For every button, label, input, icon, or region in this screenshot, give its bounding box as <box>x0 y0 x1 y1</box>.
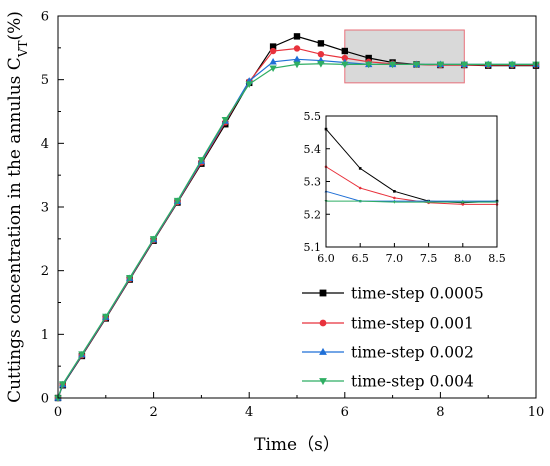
data-point-s4-11 <box>293 61 301 69</box>
y-tick-label: 6 <box>41 10 49 25</box>
inset-point-s1-2 <box>393 190 396 193</box>
data-point-s4-19 <box>484 61 492 69</box>
legend-entry-1: time-step 0.0005 <box>302 285 484 303</box>
data-point-s4-0 <box>54 395 62 402</box>
inset-x-tick-label: 8.5 <box>488 252 506 265</box>
data-point-s4-5 <box>149 236 158 243</box>
data-point-s2-10 <box>269 47 277 55</box>
data-point-s3-10 <box>269 58 277 65</box>
series-4 <box>54 61 540 402</box>
inset-plot: 6.0 6.5 7.0 7.5 8.0 8.5 5.1 5.2 5.3 5.4 5.5 <box>304 110 506 265</box>
data-point-s4-1 <box>59 381 67 388</box>
inset-y-tick-label: 5.5 <box>304 110 322 123</box>
inset-x-tick-label: 6.5 <box>351 252 369 265</box>
data-point-s4-6 <box>173 197 182 205</box>
data-point-s4-3 <box>102 313 110 321</box>
data-point-s1-11 <box>293 33 301 40</box>
x-tick-label: 10 <box>528 405 545 420</box>
legend-label: time-step 0.001 <box>351 315 474 333</box>
legend-entry-2: time-step 0.001 <box>302 315 474 333</box>
inset-y-tick-label: 5.2 <box>304 208 322 221</box>
inset-point-s2-1 <box>358 186 362 190</box>
inset-x-tick-label: 7.0 <box>386 252 404 265</box>
legend-entry-4: time-step 0.004 <box>302 373 474 391</box>
y-title-subscript: VT <box>16 41 30 59</box>
y-tick-label: 1 <box>41 328 49 343</box>
x-tick-label: 2 <box>149 405 157 420</box>
inset-point-s2-4 <box>461 203 465 206</box>
data-point-s4-20 <box>508 61 516 69</box>
data-point-s2-13 <box>341 54 348 62</box>
inset-x-tick-label: 6.0 <box>317 252 335 265</box>
inset-series-line-4 <box>326 200 497 203</box>
y-tick-label: 4 <box>41 137 49 152</box>
data-point-s3-11 <box>293 55 301 63</box>
y-tick-label: 0 <box>41 392 49 407</box>
y-title-main: Cuttings concentration in the annulus C <box>5 57 25 403</box>
inset-y-tick-label: 5.1 <box>304 241 322 254</box>
y-tick-label: 2 <box>41 264 49 279</box>
x-tick-label: 4 <box>245 405 253 420</box>
x-axis-title: Time（s） <box>254 435 340 455</box>
x-tick-label: 6 <box>341 405 349 420</box>
data-point-s4-12 <box>317 61 325 68</box>
data-point-s4-8 <box>221 117 229 124</box>
data-point-s1-13 <box>341 47 348 55</box>
inset-y-tick-label: 5.3 <box>304 176 322 189</box>
y-tick-label: 3 <box>41 201 49 216</box>
legend-marker <box>319 347 327 355</box>
y-tick-label: 5 <box>41 73 49 88</box>
inset-background <box>326 116 497 247</box>
x-tick-label: 8 <box>436 405 444 420</box>
data-point-s4-7 <box>197 157 206 164</box>
data-point-s4-16 <box>412 61 421 69</box>
data-point-s1-14 <box>365 54 372 62</box>
data-point-s1-10 <box>269 43 277 50</box>
legend-label: time-step 0.002 <box>351 344 474 362</box>
data-point-s4-10 <box>269 65 277 73</box>
y-axis-title: Cuttings concentration in the annulus CV… <box>5 11 30 403</box>
main-axes: 0 2 4 6 8 10 0 1 2 3 4 5 6 <box>41 10 545 421</box>
inset-point-s2-2 <box>393 196 396 200</box>
data-point-s2-12 <box>317 51 325 58</box>
y-title-unit: (%) <box>5 11 25 40</box>
data-point-s2-11 <box>293 45 301 52</box>
legend-label: time-step 0.0005 <box>351 285 484 303</box>
inset-point-s4-2 <box>392 201 396 204</box>
data-point-s4-15 <box>388 61 397 69</box>
x-tick-label: 0 <box>54 405 62 420</box>
inset-point-s4-1 <box>358 200 362 203</box>
inset-point-s1-1 <box>358 167 362 170</box>
legend-entry-3: time-step 0.002 <box>302 344 474 362</box>
inset-point-s4-4 <box>461 201 465 204</box>
inset-series-line-3 <box>325 190 497 202</box>
series-line-4 <box>57 63 536 399</box>
data-point-s1-12 <box>317 40 325 47</box>
data-point-s4-18 <box>460 61 468 69</box>
data-point-s4-17 <box>436 61 445 69</box>
inset-x-tick-label: 7.5 <box>420 252 438 265</box>
legend-marker <box>319 378 327 386</box>
data-point-s4-13 <box>341 61 349 69</box>
legend-marker <box>319 319 327 327</box>
legend-marker <box>319 289 327 297</box>
data-point-s4-9 <box>245 81 253 88</box>
inset-x-tick-label: 8.0 <box>454 252 472 265</box>
inset-y-tick-label: 5.4 <box>304 143 322 156</box>
data-point-s4-2 <box>78 351 86 358</box>
legend: time-step 0.0005 time-step 0.001 time-step… <box>302 285 484 391</box>
data-point-s4-14 <box>365 61 373 69</box>
inset-point-s4-3 <box>427 201 431 204</box>
legend-label: time-step 0.004 <box>351 373 474 391</box>
inset-series-line-2 <box>325 166 497 205</box>
data-point-s4-4 <box>126 274 134 282</box>
